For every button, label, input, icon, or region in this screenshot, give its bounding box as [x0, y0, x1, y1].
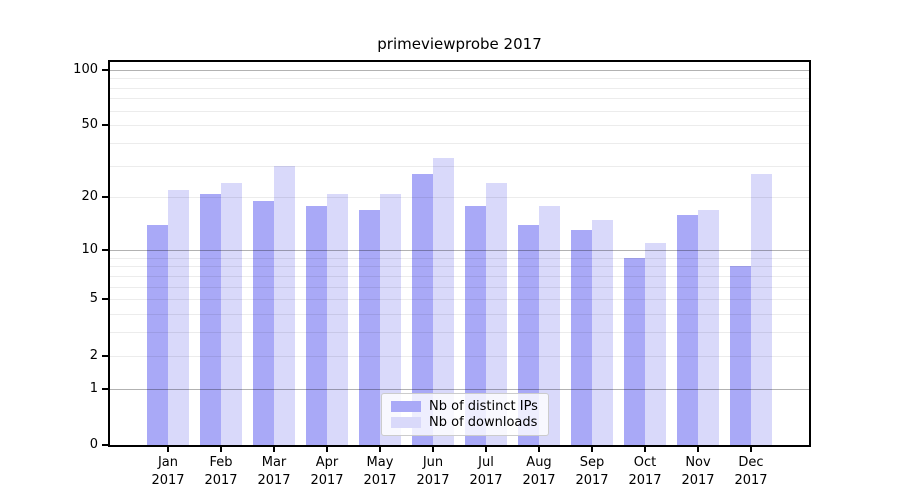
gridline-major: [110, 388, 809, 390]
x-tick-mark: [538, 447, 540, 452]
x-tick-label: Oct 2017: [628, 455, 662, 488]
bar-distinct-ips: [147, 224, 168, 445]
bar-downloads: [486, 183, 507, 445]
x-tick-mark: [326, 447, 328, 452]
bar-distinct-ips: [200, 193, 221, 445]
bar-distinct-ips: [730, 266, 751, 445]
gridline-minor: [110, 275, 809, 277]
gridline-minor: [110, 299, 809, 301]
bar-distinct-ips: [306, 205, 327, 445]
y-tick-mark: [102, 387, 108, 390]
x-tick-label: Jan 2017: [151, 455, 185, 488]
x-tick-label: Mar 2017: [257, 455, 291, 488]
gridline-minor: [110, 78, 809, 80]
bar-downloads: [327, 193, 348, 445]
x-tick-mark: [273, 447, 275, 452]
bar-downloads: [539, 205, 560, 445]
chart-title: primeviewprobe 2017: [377, 35, 542, 53]
gridline-minor: [110, 165, 809, 167]
bar-distinct-ips: [571, 230, 592, 445]
gridline-major: [110, 249, 809, 251]
x-tick-mark: [750, 447, 752, 452]
y-tick-mark: [102, 124, 108, 127]
x-tick-mark: [167, 447, 169, 452]
y-tick-label: 50: [81, 117, 98, 133]
x-tick-mark: [697, 447, 699, 452]
legend-label-distinct-ips: Nb of distinct IPs: [429, 399, 538, 415]
gridline-minor: [110, 142, 809, 144]
bar-downloads: [380, 193, 401, 445]
gridline-minor: [110, 286, 809, 288]
gridline-minor: [110, 266, 809, 268]
bar-distinct-ips: [677, 214, 698, 445]
bar-downloads: [274, 165, 295, 445]
x-tick-label: Jul 2017: [469, 455, 503, 488]
y-tick-label: 2: [89, 347, 98, 363]
plot-area: [108, 60, 811, 447]
y-tick-label: 100: [73, 61, 98, 77]
bar-distinct-ips: [465, 205, 486, 445]
y-tick-label: 10: [81, 241, 98, 257]
legend-label-downloads: Nb of downloads: [429, 414, 538, 430]
gridline-major: [110, 69, 809, 71]
bar-distinct-ips: [253, 201, 274, 445]
gridline-minor: [110, 125, 809, 127]
legend-row-downloads: Nb of downloads: [391, 415, 539, 430]
x-tick-label: Nov 2017: [681, 455, 715, 488]
gridline-minor: [110, 355, 809, 357]
x-tick-mark: [644, 447, 646, 452]
bar-distinct-ips: [518, 224, 539, 445]
gridline-minor: [110, 257, 809, 259]
x-tick-mark: [432, 447, 434, 452]
bar-downloads: [751, 174, 772, 445]
x-tick-label: Jun 2017: [416, 455, 450, 488]
gridline-minor: [110, 87, 809, 89]
gridline-minor: [110, 110, 809, 112]
y-tick-mark: [102, 444, 108, 446]
x-tick-label: Apr 2017: [310, 455, 344, 488]
bar-downloads: [221, 183, 242, 445]
bar-distinct-ips: [359, 209, 380, 445]
legend-swatch-distinct-ips: [391, 401, 421, 413]
legend-row-distinct-ips: Nb of distinct IPs: [391, 399, 539, 414]
y-tick-label: 0: [89, 437, 98, 452]
bar-downloads: [645, 242, 666, 445]
y-tick-label: 1: [89, 380, 98, 396]
bar-downloads: [433, 158, 454, 445]
bar-downloads: [168, 190, 189, 445]
x-tick-label: Feb 2017: [204, 455, 238, 488]
y-tick-mark: [102, 354, 108, 357]
x-tick-label: Aug 2017: [522, 455, 556, 488]
y-tick-mark: [102, 68, 108, 71]
bar-downloads: [698, 209, 719, 445]
x-tick-mark: [485, 447, 487, 452]
bar-downloads: [592, 219, 613, 445]
y-tick-label: 5: [89, 291, 98, 307]
x-tick-mark: [591, 447, 593, 452]
y-tick-label: 20: [81, 189, 98, 205]
x-tick-mark: [379, 447, 381, 452]
gridline-minor: [110, 197, 809, 199]
x-tick-label: Sep 2017: [575, 455, 609, 488]
gridline-minor: [110, 332, 809, 334]
x-tick-label: May 2017: [363, 455, 397, 488]
x-tick-mark: [220, 447, 222, 452]
legend: Nb of distinct IPs Nb of downloads: [381, 393, 549, 436]
x-tick-label: Dec 2017: [734, 455, 768, 488]
y-tick-mark: [102, 298, 108, 301]
bar-distinct-ips: [412, 174, 433, 445]
gridline-minor: [110, 314, 809, 316]
gridline-minor: [110, 98, 809, 100]
y-tick-mark: [102, 248, 108, 251]
bar-distinct-ips: [624, 257, 645, 445]
legend-swatch-downloads: [391, 416, 421, 428]
y-tick-mark: [102, 196, 108, 199]
